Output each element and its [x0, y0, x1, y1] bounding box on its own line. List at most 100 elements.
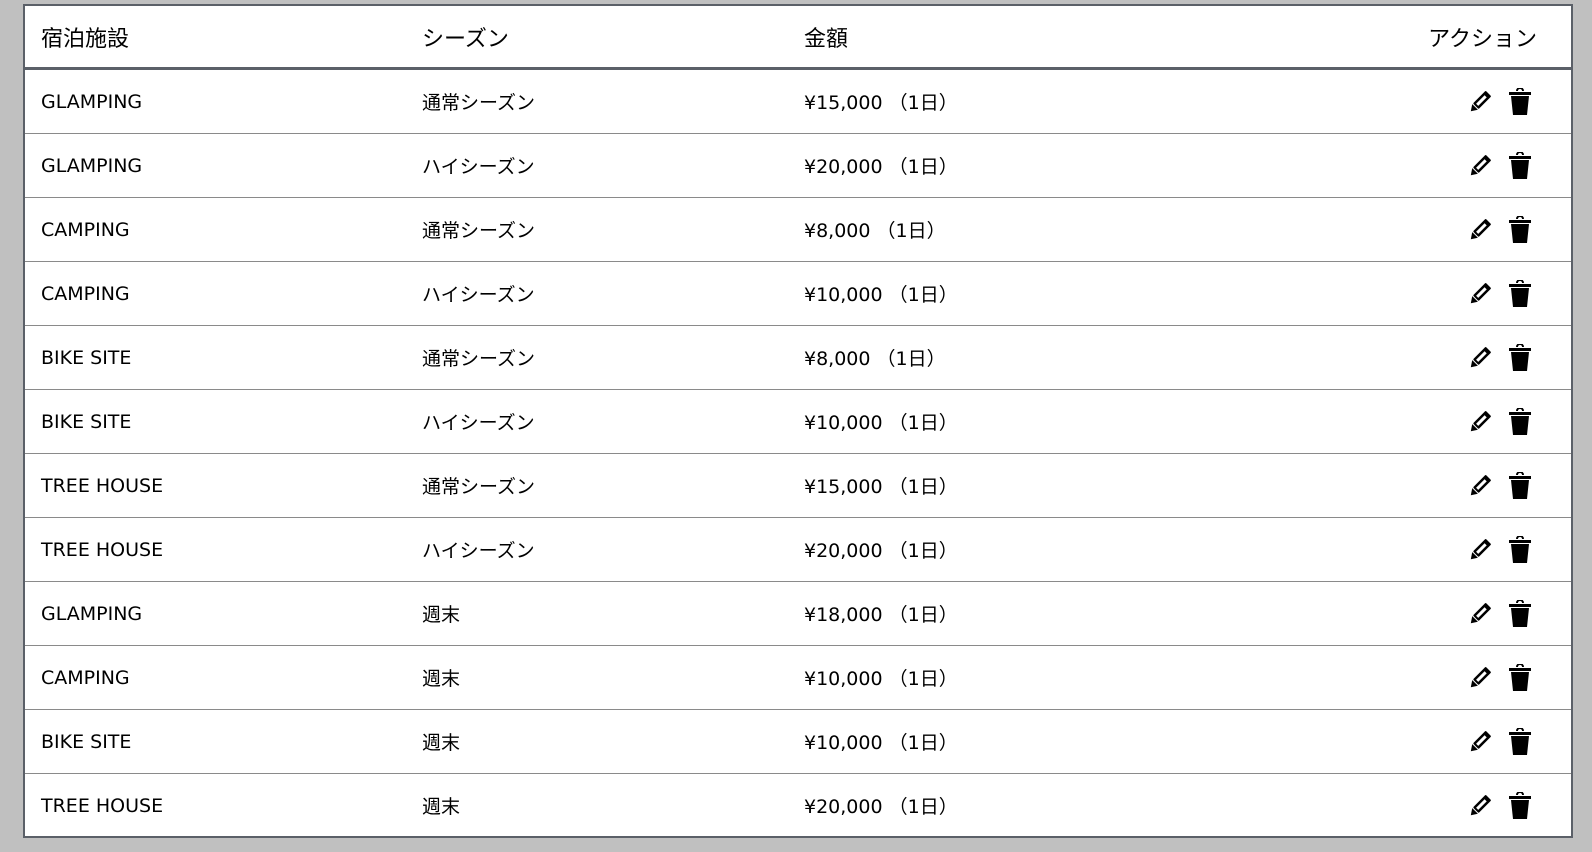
edit-button[interactable]: [1467, 88, 1493, 116]
delete-button[interactable]: [1507, 471, 1533, 500]
trash-icon[interactable]: [1507, 151, 1533, 180]
season-cell: 通常シーズン: [422, 348, 536, 370]
edit-button[interactable]: [1467, 600, 1493, 628]
pencil-icon[interactable]: [1467, 728, 1493, 756]
edit-button[interactable]: [1467, 664, 1493, 692]
season-cell: ハイシーズン: [422, 412, 535, 434]
facility-cell: TREE HOUSE: [41, 474, 164, 497]
actions-cell: [1467, 70, 1533, 133]
price-cell: ¥15,000 （1日）: [804, 92, 958, 114]
facility-cell: CAMPING: [41, 666, 130, 689]
actions-cell: [1467, 710, 1533, 773]
season-cell: 通常シーズン: [422, 220, 536, 242]
pencil-icon[interactable]: [1467, 792, 1493, 820]
delete-button[interactable]: [1507, 535, 1533, 564]
season-cell: ハイシーズン: [422, 156, 535, 178]
trash-icon[interactable]: [1507, 279, 1533, 308]
season-cell: ハイシーズン: [422, 284, 535, 306]
trash-icon[interactable]: [1507, 407, 1533, 436]
facility-cell: BIKE SITE: [41, 730, 132, 753]
table-row: CAMPING 週末 ¥10,000 （1日）: [25, 646, 1571, 710]
pencil-icon[interactable]: [1467, 344, 1493, 372]
price-cell: ¥20,000 （1日）: [804, 796, 958, 818]
edit-button[interactable]: [1467, 408, 1493, 436]
trash-icon[interactable]: [1507, 663, 1533, 692]
actions-cell: [1467, 454, 1533, 517]
pencil-icon[interactable]: [1467, 472, 1493, 500]
price-cell: ¥15,000 （1日）: [804, 476, 958, 498]
actions-cell: [1467, 390, 1533, 453]
delete-button[interactable]: [1507, 343, 1533, 372]
table-row: BIKE SITE 通常シーズン ¥8,000 （1日）: [25, 326, 1571, 390]
actions-cell: [1467, 134, 1533, 197]
season-cell: 週末: [422, 668, 461, 690]
table-header: 宿泊施設 シーズン 金額 アクション: [25, 6, 1571, 70]
season-cell: 通常シーズン: [422, 476, 536, 498]
table-row: TREE HOUSE ハイシーズン ¥20,000 （1日）: [25, 518, 1571, 582]
header-actions: アクション: [1428, 26, 1537, 52]
edit-button[interactable]: [1467, 216, 1493, 244]
season-cell: 週末: [422, 796, 461, 818]
edit-button[interactable]: [1467, 280, 1493, 308]
actions-cell: [1467, 518, 1533, 581]
header-facility: 宿泊施設: [41, 26, 130, 52]
trash-icon[interactable]: [1507, 343, 1533, 372]
edit-button[interactable]: [1467, 152, 1493, 180]
trash-icon[interactable]: [1507, 535, 1533, 564]
trash-icon[interactable]: [1507, 87, 1533, 116]
price-cell: ¥10,000 （1日）: [804, 732, 958, 754]
delete-button[interactable]: [1507, 599, 1533, 628]
season-cell: ハイシーズン: [422, 540, 535, 562]
trash-icon[interactable]: [1507, 791, 1533, 820]
price-cell: ¥10,000 （1日）: [804, 412, 958, 434]
edit-button[interactable]: [1467, 472, 1493, 500]
facility-cell: GLAMPING: [41, 602, 143, 625]
pencil-icon[interactable]: [1467, 88, 1493, 116]
edit-button[interactable]: [1467, 728, 1493, 756]
facility-cell: BIKE SITE: [41, 410, 132, 433]
table-row: GLAMPING 週末 ¥18,000 （1日）: [25, 582, 1571, 646]
trash-icon[interactable]: [1507, 599, 1533, 628]
delete-button[interactable]: [1507, 279, 1533, 308]
actions-cell: [1467, 198, 1533, 261]
pencil-icon[interactable]: [1467, 216, 1493, 244]
delete-button[interactable]: [1507, 215, 1533, 244]
header-price: 金額: [804, 26, 849, 52]
facility-cell: GLAMPING: [41, 90, 143, 113]
price-cell: ¥20,000 （1日）: [804, 540, 958, 562]
trash-icon[interactable]: [1507, 471, 1533, 500]
edit-button[interactable]: [1467, 344, 1493, 372]
pencil-icon[interactable]: [1467, 664, 1493, 692]
pencil-icon[interactable]: [1467, 408, 1493, 436]
actions-cell: [1467, 326, 1533, 389]
price-cell: ¥18,000 （1日）: [804, 604, 958, 626]
table-row: BIKE SITE ハイシーズン ¥10,000 （1日）: [25, 390, 1571, 454]
pencil-icon[interactable]: [1467, 280, 1493, 308]
price-cell: ¥8,000 （1日）: [804, 348, 946, 370]
table-row: GLAMPING ハイシーズン ¥20,000 （1日）: [25, 134, 1571, 198]
pencil-icon[interactable]: [1467, 600, 1493, 628]
delete-button[interactable]: [1507, 663, 1533, 692]
trash-icon[interactable]: [1507, 215, 1533, 244]
edit-button[interactable]: [1467, 536, 1493, 564]
table-row: TREE HOUSE 通常シーズン ¥15,000 （1日）: [25, 454, 1571, 518]
pencil-icon[interactable]: [1467, 152, 1493, 180]
delete-button[interactable]: [1507, 791, 1533, 820]
actions-cell: [1467, 774, 1533, 837]
delete-button[interactable]: [1507, 727, 1533, 756]
table-row: CAMPING 通常シーズン ¥8,000 （1日）: [25, 198, 1571, 262]
price-cell: ¥20,000 （1日）: [804, 156, 958, 178]
season-cell: 通常シーズン: [422, 92, 536, 114]
delete-button[interactable]: [1507, 151, 1533, 180]
trash-icon[interactable]: [1507, 727, 1533, 756]
pencil-icon[interactable]: [1467, 536, 1493, 564]
facility-cell: CAMPING: [41, 218, 130, 241]
table-row: GLAMPING 通常シーズン ¥15,000 （1日）: [25, 70, 1571, 134]
header-season: シーズン: [422, 26, 509, 52]
actions-cell: [1467, 582, 1533, 645]
table-row: TREE HOUSE 週末 ¥20,000 （1日）: [25, 774, 1571, 837]
table-row: BIKE SITE 週末 ¥10,000 （1日）: [25, 710, 1571, 774]
delete-button[interactable]: [1507, 407, 1533, 436]
delete-button[interactable]: [1507, 87, 1533, 116]
edit-button[interactable]: [1467, 792, 1493, 820]
